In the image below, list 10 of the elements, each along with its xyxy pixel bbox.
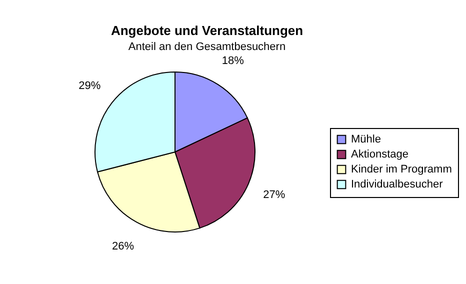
data-label: 26%	[112, 240, 134, 253]
legend-label: Aktionstage	[351, 148, 408, 160]
data-label: 27%	[263, 188, 286, 201]
data-label: 18%	[222, 54, 244, 67]
legend-label: Individualbesucher	[351, 178, 444, 190]
legend-label: Mühle	[351, 134, 381, 146]
chart-subtitle: Anteil an den Gesamtbesuchern	[128, 41, 286, 53]
legend-label: Kinder im Programm	[351, 164, 452, 176]
data-label: 29%	[78, 80, 101, 92]
chart-title: Angebote und Veranstaltungen	[110, 23, 304, 38]
